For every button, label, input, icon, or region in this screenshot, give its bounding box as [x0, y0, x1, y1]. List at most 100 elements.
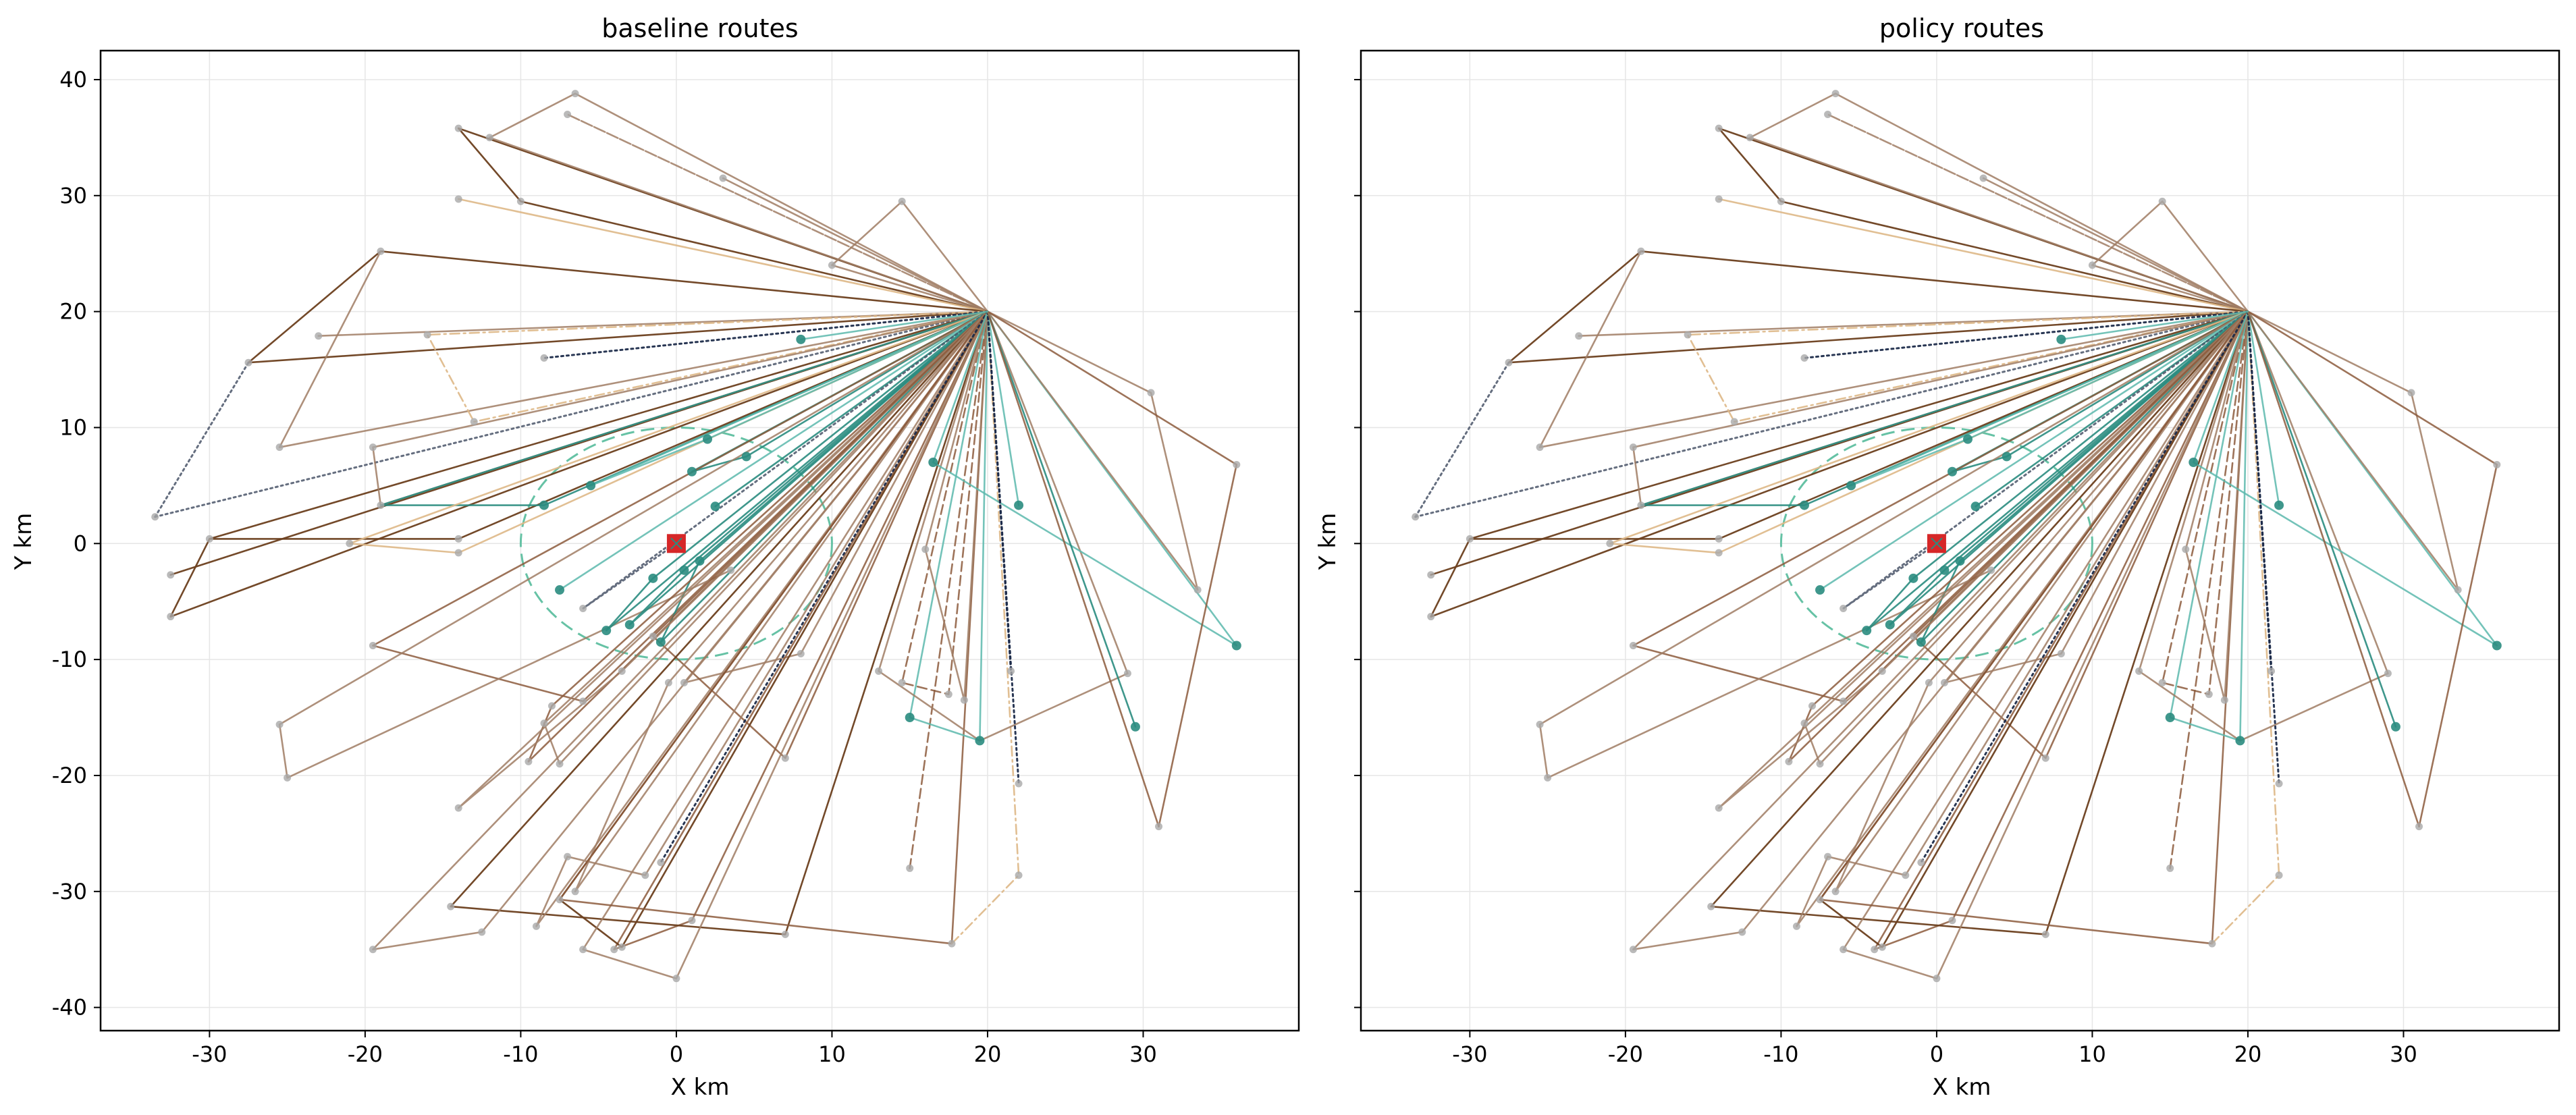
policy-route-5	[1717, 198, 2249, 312]
baseline-customer-node-4	[564, 111, 572, 119]
baseline-customer-node-64	[641, 871, 649, 879]
policy-customer-node-76	[2235, 736, 2245, 746]
baseline-x-tick-label-6: 30	[1129, 1041, 1157, 1067]
baseline-customer-node-56	[447, 902, 455, 910]
policy-route-52	[2247, 310, 2280, 785]
policy-customer-node-69	[2208, 940, 2216, 948]
baseline-customer-node-55	[688, 917, 696, 925]
policy-customer-node-40	[1885, 620, 1895, 630]
baseline-route-35	[450, 310, 989, 935]
baseline-customer-node-61	[478, 928, 486, 936]
baseline-customer-node-72	[906, 864, 914, 872]
policy-customer-node-24	[1606, 539, 1614, 547]
baseline-route-49	[932, 310, 1238, 647]
policy-customer-node-51	[2057, 650, 2065, 658]
baseline-customer-node-3	[571, 90, 579, 98]
policy-customer-node-84	[2268, 667, 2276, 675]
policy-x-tick-label-1: -20	[1608, 1041, 1643, 1067]
baseline-customer-node-18	[454, 535, 462, 543]
policy-customer-node-61	[1738, 928, 1746, 936]
policy-customer-node-16	[1412, 513, 1420, 521]
policy-customer-node-91	[2056, 334, 2066, 344]
baseline-customer-node-51	[797, 650, 805, 658]
baseline-customer-node-30	[710, 501, 720, 512]
policy-center-marker-cross-b	[1931, 537, 1943, 550]
policy-customer-node-90	[2493, 460, 2501, 468]
policy-customer-node-23	[1799, 500, 1809, 510]
policy-grid	[1361, 51, 2559, 1031]
policy-route-41	[1819, 310, 2249, 945]
policy-customer-node-29	[2002, 452, 2012, 462]
baseline-route-14	[169, 310, 989, 618]
policy-route-37	[1632, 310, 2249, 950]
policy-customer-node-67	[1925, 678, 1933, 686]
baseline-x-tick-label-1: -20	[348, 1041, 383, 1067]
policy-customer-node-2	[1746, 134, 1754, 142]
policy-customer-node-5	[1979, 174, 1987, 182]
baseline-y-tick-label-1: -30	[52, 879, 87, 904]
baseline-route-2	[566, 113, 989, 312]
policy-route-44	[2169, 310, 2249, 869]
baseline-customer-node-24	[346, 539, 354, 547]
baseline-customer-node-42	[655, 637, 666, 647]
policy-route-43	[1920, 310, 2249, 864]
baseline-customer-node-17	[205, 535, 213, 543]
baseline-route-1	[488, 92, 989, 312]
baseline-customer-node-31	[369, 642, 377, 650]
baseline-customer-node-36	[555, 585, 565, 595]
policy-customer-node-73	[2158, 678, 2166, 686]
baseline-customer-node-68	[571, 888, 579, 896]
policy-customer-node-63	[1824, 852, 1832, 861]
baseline-customer-node-35	[727, 566, 735, 574]
policy-route-4	[2091, 200, 2249, 312]
policy-route-48	[2184, 310, 2249, 701]
baseline-customer-node-20	[167, 571, 175, 579]
baseline-route-39	[582, 310, 989, 979]
policy-customer-node-20	[1427, 571, 1435, 579]
policy-customer-node-83	[2274, 500, 2284, 510]
policy-customer-node-62	[1792, 922, 1800, 930]
baseline-route-42	[950, 310, 1020, 945]
baseline-customer-node-85	[1015, 780, 1023, 788]
baseline-customer-node-60	[369, 946, 377, 954]
policy-customer-node-15	[1800, 354, 1808, 362]
baseline-x-axis-label: X km	[671, 1074, 730, 1101]
baseline-customer-node-52	[649, 632, 657, 641]
policy-route-27	[1889, 310, 2249, 626]
policy-route-54	[2247, 310, 2420, 827]
baseline-customer-node-32	[579, 697, 587, 705]
baseline-customer-node-50	[680, 678, 688, 686]
baseline-customer-node-6	[898, 197, 906, 205]
policy-route-42	[2211, 310, 2280, 945]
baseline-customer-node-49	[618, 667, 626, 675]
baseline-route-11	[154, 361, 250, 518]
policy-customer-node-66	[1933, 975, 1941, 983]
baseline-customer-node-25	[454, 549, 462, 557]
policy-customer-node-44	[1785, 757, 1793, 765]
policy-customer-node-31	[1629, 642, 1637, 650]
baseline-customer-node-33	[275, 720, 284, 728]
policy-x-tick-label-3: 0	[1930, 1041, 1943, 1067]
baseline-y-axis-label: Y km	[10, 513, 37, 570]
baseline-y-tick-label-3: -10	[52, 647, 87, 672]
baseline-customer-node-65	[579, 946, 587, 954]
policy-customer-node-14	[1730, 418, 1738, 426]
baseline-customer-node-47	[556, 760, 564, 768]
baseline-customer-node-38	[601, 626, 612, 636]
policy-route-36	[1819, 310, 2249, 948]
policy-customer-nodes	[1412, 90, 2502, 983]
baseline-route-44	[909, 310, 989, 869]
policy-customer-node-86	[2390, 722, 2400, 732]
baseline-customer-node-21	[369, 443, 377, 452]
baseline-route-12	[154, 310, 989, 518]
baseline-routes	[154, 92, 1238, 979]
baseline-customer-node-88	[1147, 389, 1155, 397]
policy-customer-node-52	[1909, 632, 1917, 641]
baseline-x-tick-label-3: 0	[670, 1041, 683, 1067]
baseline-customer-node-5	[719, 174, 727, 182]
baseline-customer-node-12	[315, 332, 323, 340]
policy-customer-node-45	[1808, 702, 1817, 710]
policy-customer-node-11	[1536, 443, 1544, 452]
baseline-route-48	[924, 310, 989, 701]
policy-customer-node-58	[1816, 896, 1824, 904]
